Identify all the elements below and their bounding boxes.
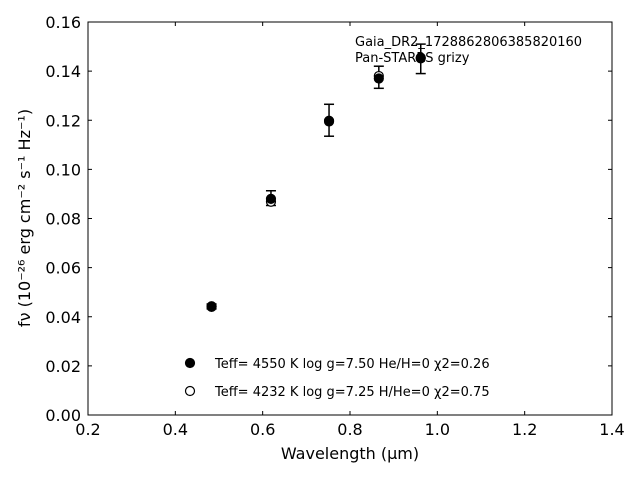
legend: Teff= 4550 K log g=7.50 He/H=0 χ2=0.26 T…: [184, 357, 490, 400]
model-point-filled: [265, 193, 277, 204]
y-tick-label: 0.04: [45, 308, 81, 327]
x-tick-label: 1.2: [512, 420, 537, 439]
x-tick-label: 1.0: [425, 420, 450, 439]
y-tick-label: 0.00: [45, 406, 81, 425]
y-axis-label: fν (10⁻²⁶ erg cm⁻² s⁻¹ Hz⁻¹): [15, 109, 34, 327]
x-tick-label: 1.4: [599, 420, 624, 439]
y-tick-label: 0.08: [45, 210, 81, 229]
model-point-filled: [206, 301, 217, 312]
y-tick-label: 0.16: [45, 13, 81, 32]
x-tick-label: 0.6: [250, 420, 275, 439]
legend-marker-open: [184, 385, 196, 397]
annotation-object-id: Gaia_DR2_1728862806385820160: [355, 35, 582, 50]
x-axis-label: Wavelength (μm): [281, 444, 419, 463]
y-tick-label: 0.02: [45, 357, 81, 376]
y-tick-label: 0.10: [45, 160, 81, 179]
legend-label-model-2: Teff= 4232 K log g=7.25 H/He=0 χ2=0.75: [214, 385, 490, 400]
y-tick-label: 0.12: [45, 111, 81, 130]
legend-marker-filled: [184, 357, 196, 369]
model-point-filled: [323, 116, 335, 127]
x-tick-label: 0.4: [163, 420, 188, 439]
plot-area: [206, 43, 426, 313]
y-tick-label: 0.06: [45, 259, 81, 278]
model-point-filled: [373, 73, 384, 84]
model-point-filled: [415, 53, 426, 64]
y-tick-label: 0.14: [45, 62, 81, 81]
x-tick-label: 0.8: [337, 420, 362, 439]
annotation-survey: Pan-STARRS grizy: [355, 51, 470, 66]
axes: 0.2 0.4 0.6 0.8 1.0 1.2 1.4 0.00 0.02 0.04 0.06 0.0…: [45, 13, 624, 439]
legend-label-model-1: Teff= 4550 K log g=7.50 He/H=0 χ2=0.26: [214, 357, 490, 372]
x-tick-label: 0.2: [75, 420, 100, 439]
